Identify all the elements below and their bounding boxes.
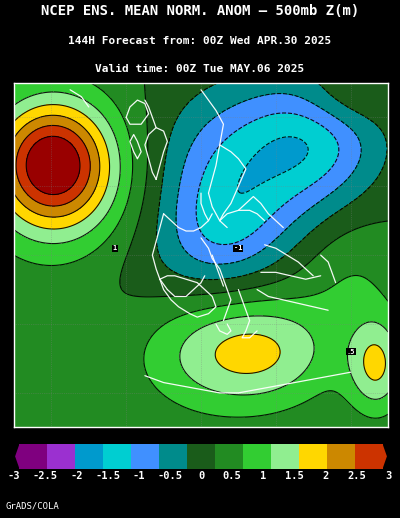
Text: NCEP ENS. MEAN NORM. ANOM – 500mb Z(m): NCEP ENS. MEAN NORM. ANOM – 500mb Z(m) <box>41 4 359 18</box>
Text: Valid time: 00Z Tue MAY.06 2025: Valid time: 00Z Tue MAY.06 2025 <box>95 64 305 74</box>
Text: 1: 1 <box>260 471 266 481</box>
Text: 3: 3 <box>385 471 391 481</box>
Bar <box>103 444 131 469</box>
Text: 2.5: 2.5 <box>348 471 366 481</box>
Polygon shape <box>15 444 20 469</box>
Bar <box>299 444 327 469</box>
Bar <box>243 444 271 469</box>
Bar <box>20 444 47 469</box>
Text: -3: -3 <box>8 471 20 481</box>
Text: 1: 1 <box>113 245 117 251</box>
Bar <box>327 444 355 469</box>
Text: GrADS/COLA: GrADS/COLA <box>6 501 60 510</box>
Bar <box>159 444 187 469</box>
Bar <box>271 444 299 469</box>
Text: -2.5: -2.5 <box>33 471 58 481</box>
Text: -1: -1 <box>132 471 145 481</box>
Text: 1.5: 1.5 <box>285 471 304 481</box>
Bar <box>131 444 159 469</box>
Text: -1: -1 <box>234 245 243 251</box>
Polygon shape <box>382 444 387 469</box>
Text: -0.5: -0.5 <box>157 471 182 481</box>
Text: 2: 2 <box>322 471 329 481</box>
Bar <box>187 444 215 469</box>
Bar <box>47 444 75 469</box>
Bar <box>75 444 103 469</box>
Text: 144H Forecast from: 00Z Wed APR.30 2025: 144H Forecast from: 00Z Wed APR.30 2025 <box>68 36 332 46</box>
Text: -2: -2 <box>70 471 82 481</box>
Bar <box>355 444 382 469</box>
Text: 0.5: 0.5 <box>223 471 242 481</box>
Text: .5: .5 <box>346 349 355 354</box>
Bar <box>215 444 243 469</box>
Text: -1.5: -1.5 <box>95 471 120 481</box>
Text: 0: 0 <box>198 471 204 481</box>
